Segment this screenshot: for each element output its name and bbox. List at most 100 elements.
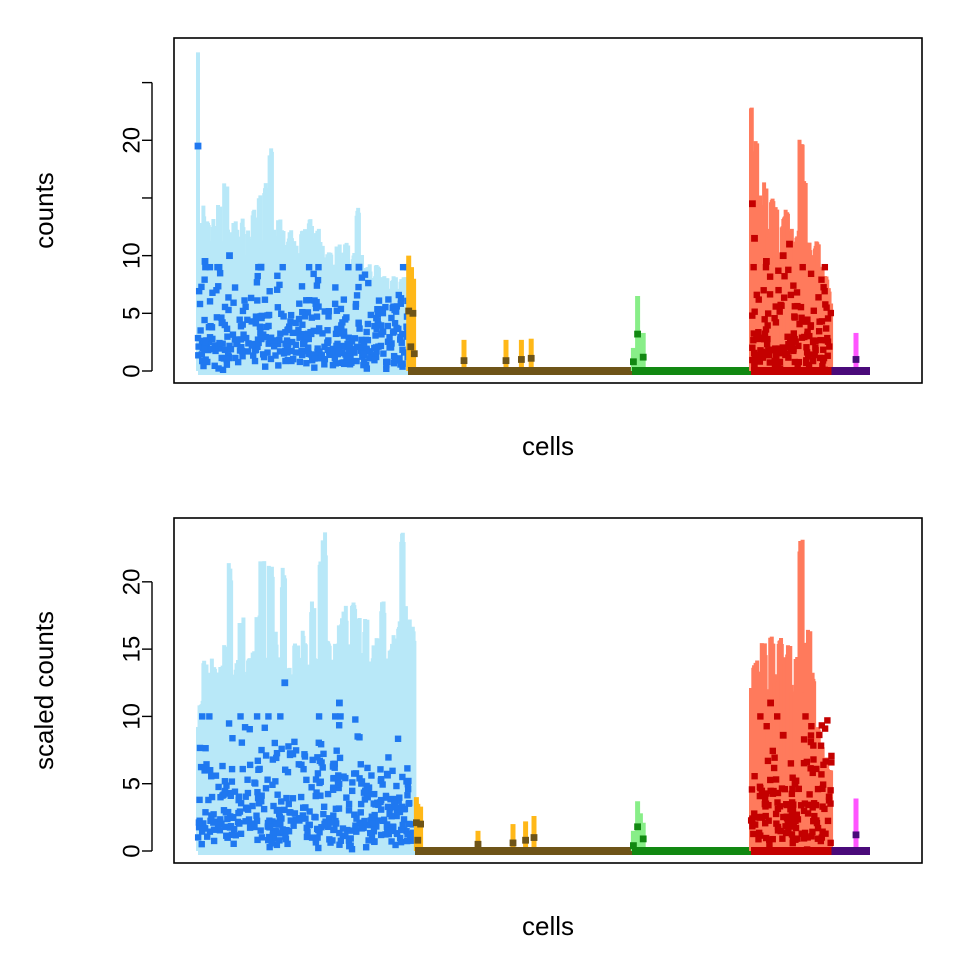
y-tick-label: 0	[119, 844, 146, 857]
data-point	[827, 309, 835, 317]
data-point	[283, 345, 291, 352]
data-point	[361, 796, 369, 803]
data-point	[357, 347, 365, 354]
data-point	[288, 338, 296, 346]
data-point	[365, 279, 372, 287]
data-point	[330, 784, 337, 791]
data-point	[368, 833, 376, 840]
data-point	[784, 820, 792, 827]
data-point	[319, 330, 326, 337]
data-point	[325, 308, 333, 315]
data-point	[405, 800, 412, 807]
data-point	[774, 827, 782, 834]
data-point	[364, 320, 372, 328]
data-point	[749, 356, 756, 364]
y-axis-label: counts	[29, 172, 59, 249]
data-point	[308, 784, 315, 791]
data-point	[223, 782, 230, 789]
data-point	[751, 772, 758, 780]
data-point	[268, 840, 275, 847]
data-point	[311, 813, 318, 821]
data-point	[360, 358, 368, 365]
data-point	[393, 303, 401, 310]
data-point	[218, 354, 225, 362]
data-point	[808, 723, 815, 730]
data-point	[240, 331, 247, 338]
data-point	[215, 283, 222, 290]
data-point	[216, 270, 224, 277]
data-point	[203, 833, 211, 840]
y-tick-label: 10	[119, 703, 146, 730]
data-point	[634, 823, 641, 831]
data-point	[794, 362, 801, 370]
data-point	[779, 252, 787, 260]
data-point	[774, 799, 781, 806]
data-point	[761, 330, 769, 337]
data-point	[299, 308, 306, 316]
data-point	[331, 826, 338, 833]
data-point	[275, 362, 282, 369]
data-point	[400, 349, 408, 356]
data-point	[775, 345, 783, 352]
data-point	[791, 303, 799, 310]
data-point	[761, 316, 768, 323]
data-point	[791, 358, 799, 366]
data-point	[368, 772, 375, 779]
data-point	[767, 699, 774, 707]
data-point	[215, 365, 222, 372]
data-point	[303, 297, 310, 304]
data-point	[518, 356, 525, 363]
data-point	[238, 739, 246, 746]
data-point	[634, 330, 641, 338]
data-point	[223, 325, 231, 332]
data-point	[267, 334, 275, 341]
data-point	[307, 328, 314, 336]
data-point	[755, 296, 762, 303]
data-point	[827, 800, 834, 807]
data-point	[809, 804, 816, 811]
data-point	[818, 771, 825, 778]
data-point	[805, 801, 812, 809]
data-point	[819, 828, 826, 835]
data-point	[278, 745, 285, 753]
data-point	[333, 307, 341, 314]
data-point	[287, 817, 294, 824]
data-point	[311, 355, 318, 362]
data-point	[819, 785, 826, 792]
y-tick-label: 5	[119, 307, 146, 320]
data-point	[752, 813, 760, 821]
data-point	[401, 805, 409, 813]
data-point	[351, 770, 358, 777]
data-point	[312, 304, 320, 312]
data-point	[393, 830, 401, 838]
data-point	[271, 739, 278, 747]
data-point	[798, 830, 805, 837]
data-point	[410, 350, 418, 358]
data-point	[277, 713, 284, 720]
series-0	[194, 52, 411, 375]
data-point	[257, 263, 265, 271]
data-point	[345, 334, 352, 341]
data-point	[795, 358, 803, 366]
data-point	[208, 793, 216, 801]
data-point	[358, 780, 365, 787]
data-point	[326, 836, 333, 843]
data-point	[345, 263, 352, 271]
data-point	[237, 830, 245, 837]
data-point	[255, 800, 263, 807]
data-point	[198, 283, 205, 291]
data-point	[302, 804, 309, 811]
data-point	[281, 806, 288, 814]
data-point	[315, 844, 322, 852]
data-point	[289, 329, 296, 337]
data-point	[345, 837, 353, 844]
data-point	[313, 282, 321, 289]
data-point	[261, 296, 269, 303]
data-point	[372, 332, 379, 339]
data-point	[312, 836, 320, 843]
data-point	[337, 837, 345, 844]
data-point	[195, 823, 203, 831]
data-point	[234, 358, 242, 366]
data-point	[228, 765, 236, 773]
data-point	[265, 713, 272, 720]
